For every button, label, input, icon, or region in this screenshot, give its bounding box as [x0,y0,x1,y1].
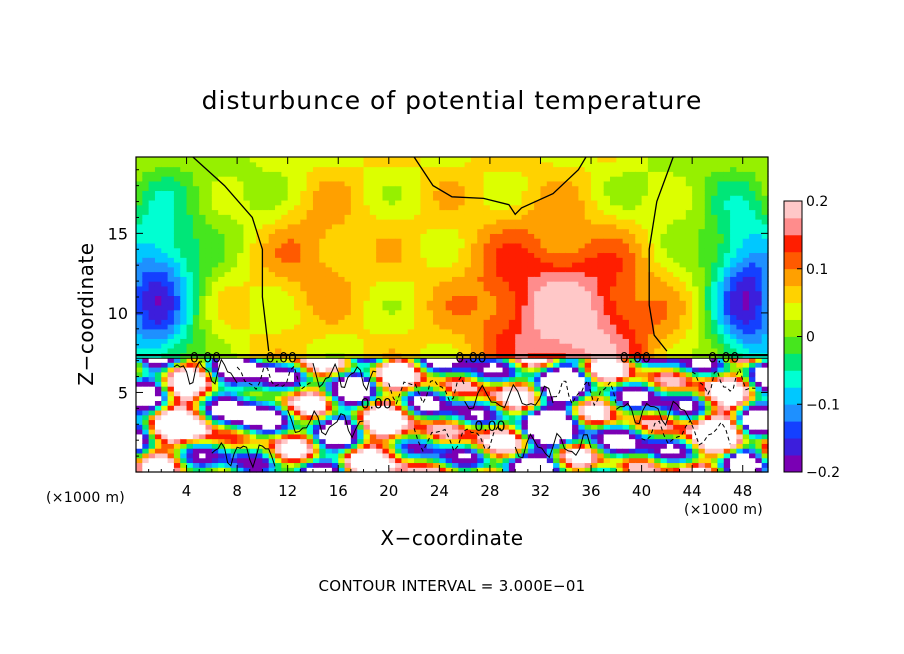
colorbar-swatch [784,387,802,405]
y-tick-label: 15 [108,224,128,243]
colorbar-tick-label: 0.1 [806,262,828,278]
contour-line [173,358,238,385]
x-tick-label: 32 [531,482,550,500]
contour-line [691,367,756,396]
x-tick-label: 44 [683,482,702,500]
contour-line [641,419,731,446]
contour-label: 0.00 [361,397,392,413]
y-tick-label: 5 [118,383,128,402]
x-tick-label: 28 [480,482,499,500]
contour-line [413,425,503,453]
chart-title: disturbunce of potential temperature [201,86,703,115]
colorbar-tick-label: 0 [806,330,815,346]
colorbar-tick-label: −0.2 [806,465,840,481]
contour-line [464,383,554,410]
contour-line [648,157,674,352]
colorbar-swatch [784,217,802,236]
x-axis-label: X−coordinate [380,526,524,550]
contour-line [192,157,270,352]
colorbar-swatch [784,268,802,287]
contour-line [553,379,617,407]
x-tick-label: 24 [430,482,449,500]
x-tick-label: 20 [379,482,398,500]
colorbar-swatch [784,251,802,270]
contour-line [514,432,592,459]
x-tick-label: 12 [278,482,297,500]
contour-label: 0.00 [474,419,505,435]
contour-label: 0.00 [620,350,651,366]
y-tick-label: 10 [108,304,128,323]
contour-line [236,365,314,391]
colorbar-swatch [784,319,802,337]
plot-area [136,157,769,473]
x-tick-label: 4 [182,482,192,500]
x-axis: 4 8 12 16 20 24 28 32 36 40 44 48 [148,157,756,500]
contour-label: 0.00 [190,350,221,366]
colorbar-swatch [784,404,802,422]
colorbar-swatch [784,353,802,371]
contour-label: 0.00 [266,350,297,366]
contour-line [616,400,693,427]
colorbar-swatch [784,201,802,219]
contour-label: 0.00 [455,350,486,366]
colorbar-tick-label: 0.2 [806,194,828,210]
colorbar-swatch [784,438,802,456]
colorbar-tick-label: −0.1 [806,397,840,413]
x-tick-label: 40 [632,482,651,500]
contour-line [413,157,587,216]
y-axis-label: Z−coordinate [74,242,98,386]
colorbar-swatch [784,234,802,253]
y-axis-unit: (×1000 m) [46,490,126,506]
colorbar-swatch [784,285,802,304]
contour-lines [136,157,768,469]
colorbar-swatch [784,302,802,320]
x-tick-label: 16 [329,482,348,500]
contour-line [211,442,276,469]
contour-interval-note: CONTOUR INTERVAL = 3.000E−01 [318,577,586,595]
colorbar: 0.2 0.1 0 −0.1 −0.2 [783,194,840,481]
colorbar-swatch [784,421,802,439]
contour-label: 0.00 [708,350,739,366]
contour-line [388,376,466,405]
contour-line [287,409,364,439]
x-tick-label: 8 [232,482,242,500]
field-cells [136,157,769,473]
colorbar-swatch [784,455,802,473]
x-tick-label: 48 [733,482,752,500]
contour-line [312,362,377,392]
colorbar-swatch [784,370,802,388]
y-axis: 5 10 15 [108,169,768,457]
colorbar-swatch [784,336,802,354]
contour-labels: 0.00 0.00 0.00 0.00 0.00 0.00 0.00 [190,350,739,434]
x-axis-unit: (×1000 m) [684,502,764,518]
x-tick-label: 36 [581,482,600,500]
